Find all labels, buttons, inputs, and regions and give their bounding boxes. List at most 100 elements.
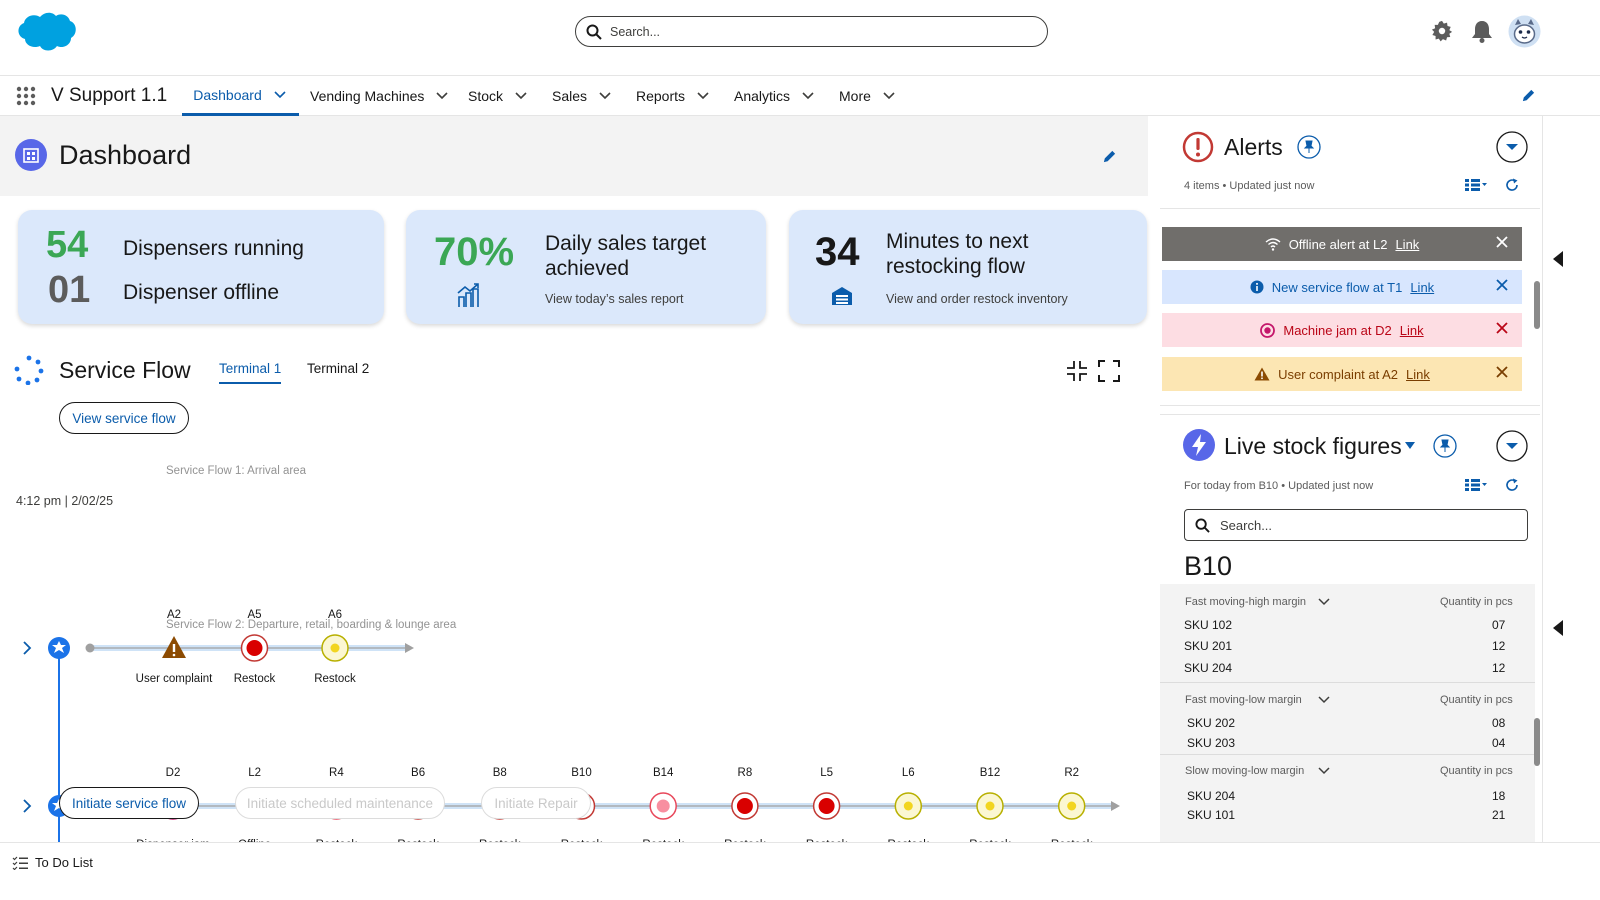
restock-minutes: 34 [815, 230, 860, 274]
pin-icon[interactable] [1433, 434, 1457, 458]
alert-offline-link[interactable]: Link [1395, 236, 1420, 252]
close-icon[interactable] [1496, 279, 1508, 291]
flow-track-arrow [405, 643, 414, 653]
sales-target-line2: achieved [545, 257, 630, 280]
chevron-down-icon[interactable] [800, 88, 816, 104]
live-stock-title: Live stock figures [1224, 433, 1402, 459]
initiate-maintenance-button[interactable]: Initiate scheduled maintenance [235, 787, 445, 819]
chevron-down-icon[interactable] [513, 88, 529, 104]
expand-row-chevron-icon[interactable] [23, 641, 32, 655]
close-icon[interactable] [1496, 236, 1508, 248]
restock-inventory-link[interactable]: View and order restock inventory [886, 292, 1068, 306]
edit-dashboard-pencil-icon[interactable] [1102, 149, 1117, 164]
collapse-left-icon[interactable] [1552, 619, 1564, 637]
tab-more[interactable]: More [839, 76, 897, 116]
alert-jam-link[interactable]: Link [1399, 322, 1424, 338]
tab-stock[interactable]: Stock [468, 76, 529, 116]
stop-code: R2 [1064, 767, 1080, 779]
sales-report-link[interactable]: View today’s sales report [545, 292, 684, 306]
tab-terminal-2[interactable]: Terminal 2 [307, 361, 370, 376]
alert-service-flow-link[interactable]: Link [1410, 279, 1435, 295]
group-header-fast-high[interactable]: Fast moving-high margin [1185, 596, 1307, 608]
stop-code: L2 [248, 767, 262, 779]
yellow-marker [985, 801, 995, 811]
list-view-icon[interactable] [1464, 178, 1488, 192]
chevron-down-icon[interactable] [695, 88, 711, 104]
alert-offline[interactable]: Offline alert at L2 Link [1162, 227, 1522, 261]
search-icon [1195, 518, 1210, 533]
qty-header: Quantity in pcs [1440, 765, 1513, 777]
salesforce-cloud-logo[interactable] [14, 10, 78, 54]
chevron-down-icon[interactable] [1318, 766, 1330, 776]
app-launcher-icon[interactable] [16, 86, 36, 106]
todo-list-icon[interactable] [12, 856, 28, 870]
alert-machine-jam[interactable]: Machine jam at D2 Link [1162, 313, 1522, 347]
expand-row-chevron-icon[interactable] [23, 799, 32, 813]
group-header-fast-low[interactable]: Fast moving-low margin [1185, 694, 1302, 706]
initiate-service-flow-button[interactable]: Initiate service flow [59, 787, 199, 819]
refresh-icon[interactable] [1505, 478, 1519, 492]
chevron-down-icon[interactable] [1318, 597, 1330, 607]
sales-target-card[interactable]: 70% Daily sales target achieved View tod… [406, 210, 766, 324]
expand-icon[interactable] [1098, 360, 1120, 382]
tab-analytics[interactable]: Analytics [734, 76, 816, 116]
gear-icon[interactable] [1431, 20, 1453, 42]
refresh-icon[interactable] [1505, 178, 1519, 192]
stock-search-input[interactable]: Search... [1184, 509, 1528, 541]
sku-qty: 21 [1492, 808, 1506, 822]
group-header-slow-low[interactable]: Slow moving-low margin [1185, 765, 1305, 777]
chevron-down-icon[interactable] [272, 87, 288, 103]
alerts-title: Alerts [1224, 134, 1283, 160]
sku-name: SKU 204 [1187, 789, 1236, 803]
tab-vending-machines[interactable]: Vending Machines [310, 76, 450, 116]
service-flow-title: Service Flow [59, 357, 191, 383]
flow-track-arrow [1111, 801, 1120, 811]
collapse-left-icon[interactable] [1552, 250, 1564, 268]
bell-icon[interactable] [1471, 19, 1493, 43]
todo-list-button[interactable]: To Do List [35, 855, 93, 870]
alerts-dropdown-icon[interactable] [1496, 131, 1528, 163]
sku-qty: 07 [1492, 618, 1506, 632]
tab-sales[interactable]: Sales [552, 76, 613, 116]
chevron-down-icon[interactable] [597, 88, 613, 104]
utility-bar: To Do List [0, 842, 1600, 900]
dispenser-status-card[interactable]: 54 Dispensers running 01 Dispenser offli… [18, 210, 384, 324]
alerts-scrollbar[interactable] [1534, 281, 1540, 329]
initiate-repair-button[interactable]: Initiate Repair [481, 787, 591, 819]
pin-icon[interactable] [1297, 135, 1321, 159]
edit-nav-pencil-icon[interactable] [1521, 88, 1536, 103]
global-search[interactable]: Search... [575, 16, 1048, 47]
title-dropdown-icon[interactable] [1404, 441, 1416, 451]
avatar[interactable] [1508, 15, 1541, 48]
stock-scrollbar[interactable] [1534, 718, 1540, 766]
sku-name: SKU 204 [1184, 661, 1233, 675]
live-stock-dropdown-icon[interactable] [1496, 430, 1528, 462]
list-view-icon[interactable] [1464, 478, 1488, 492]
alert-new-service-flow[interactable]: New service flow at T1 Link [1162, 270, 1522, 304]
group-divider [1160, 682, 1535, 683]
sku-qty: 12 [1492, 661, 1506, 675]
alerts-meta: 4 items • Updated just now [1184, 180, 1315, 192]
live-stock-meta-suffix: • Updated just now [1281, 480, 1374, 492]
alert-complaint-text: User complaint at A2 [1278, 366, 1399, 382]
close-icon[interactable] [1496, 366, 1508, 378]
sku-name: SKU 102 [1184, 618, 1233, 632]
sku-qty: 08 [1492, 716, 1506, 730]
chevron-down-icon[interactable] [881, 88, 897, 104]
view-service-flow-button[interactable]: View service flow [59, 402, 189, 434]
chevron-down-icon[interactable] [1318, 695, 1330, 705]
live-stock-meta-prefix: For today from [1184, 480, 1256, 492]
tab-dashboard[interactable]: Dashboard [182, 76, 299, 116]
alert-user-complaint[interactable]: User complaint at A2 Link [1162, 357, 1522, 391]
dispensers-running-label: Dispensers running [123, 237, 304, 260]
tab-reports[interactable]: Reports [636, 76, 711, 116]
alert-complaint-link[interactable]: Link [1406, 366, 1430, 382]
tab-terminal-1[interactable]: Terminal 1 [219, 361, 282, 384]
sku-qty: 04 [1492, 736, 1506, 750]
close-icon[interactable] [1496, 322, 1508, 334]
alert-jam-text: Machine jam at D2 [1283, 322, 1392, 338]
stop-code: L6 [901, 767, 915, 779]
restock-flow-card[interactable]: 34 Minutes to next restocking flow View … [789, 210, 1147, 324]
collapse-icon[interactable] [1066, 360, 1088, 382]
chevron-down-icon[interactable] [434, 88, 450, 104]
